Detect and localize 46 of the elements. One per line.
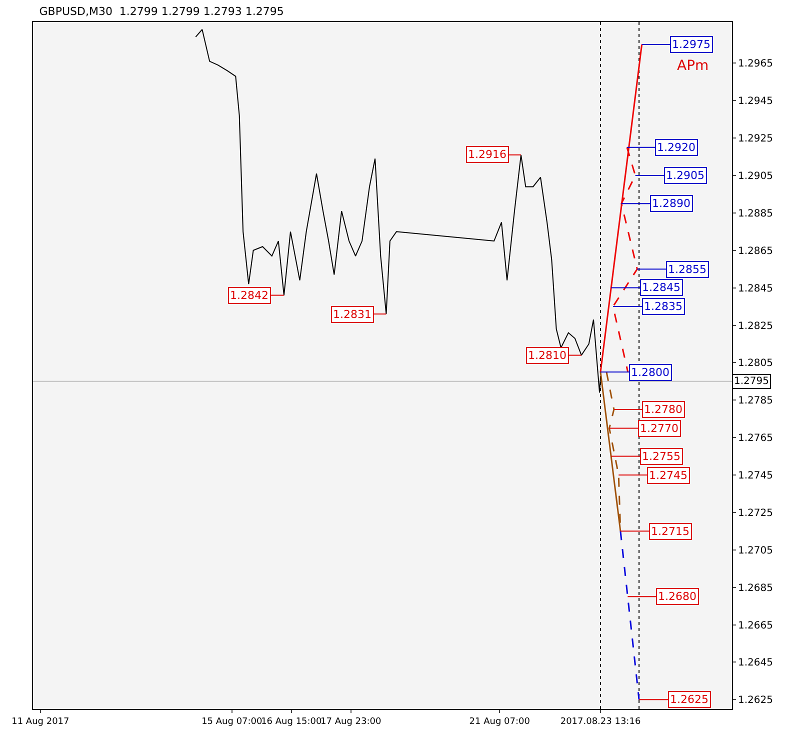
annotation: 1.2905: [666, 169, 704, 182]
y-tick-label: 1.2885: [738, 208, 773, 220]
y-tick-label: 1.2805: [738, 358, 773, 370]
annotation: 1.2845: [642, 281, 680, 294]
annotation: 1.2745: [649, 469, 688, 482]
x-tick-label: 21 Aug 07:00: [469, 716, 530, 727]
annotation: 1.2715: [651, 525, 690, 538]
x-tick-label: 16 Aug 15:00: [261, 716, 322, 727]
annotation: 1.2890: [652, 197, 690, 210]
y-tick-label: 1.2945: [738, 96, 773, 108]
x-tick-label: 2017.08.23 13:16: [560, 716, 641, 727]
annotation: 1.2842: [230, 289, 268, 302]
chart-title: GBPUSD,M30 1.2799 1.2799 1.2793 1.2795: [39, 5, 284, 18]
ref-line-label: 1.2795: [734, 376, 769, 387]
annotation: 1.2855: [668, 263, 706, 276]
y-tick-label: 1.2765: [738, 433, 773, 444]
y-tick-label: 1.2865: [738, 246, 773, 257]
y-tick-label: 1.2925: [738, 134, 773, 145]
y-tick-label: 1.2645: [738, 658, 773, 669]
annotation: 1.2625: [670, 693, 708, 706]
annotation: 1.2770: [640, 422, 678, 435]
y-tick-label: 1.2745: [738, 470, 773, 482]
annotation: 1.2810: [528, 349, 566, 362]
y-tick-label: 1.2725: [738, 508, 773, 519]
annotation: 1.2780: [644, 403, 682, 416]
x-tick-label: 15 Aug 07:00: [202, 716, 263, 727]
annotation: 1.2800: [631, 366, 670, 379]
y-tick-label: 1.2625: [738, 695, 773, 706]
annotation: 1.2975: [672, 38, 710, 51]
x-tick-label: 11 Aug 2017: [12, 716, 70, 727]
y-tick-label: 1.2845: [738, 283, 773, 294]
annotation: 1.2835: [644, 300, 682, 313]
x-tick-label: 17 Aug 23:00: [320, 716, 382, 727]
annotation: 1.2755: [642, 450, 680, 463]
annotation: APm: [677, 58, 709, 74]
y-tick-label: 1.2785: [738, 396, 773, 407]
y-tick-label: 1.2705: [738, 545, 773, 556]
annotation: 1.2680: [658, 590, 696, 603]
annotation: 1.2920: [657, 141, 696, 154]
y-tick-label: 1.2965: [738, 58, 773, 70]
y-tick-label: 1.2905: [738, 171, 773, 182]
annotation: 1.2916: [468, 148, 506, 161]
annotation: 1.2831: [333, 308, 372, 321]
y-tick-label: 1.2685: [738, 582, 773, 594]
y-tick-label: 1.2825: [738, 320, 773, 332]
y-tick-label: 1.2665: [738, 620, 773, 632]
